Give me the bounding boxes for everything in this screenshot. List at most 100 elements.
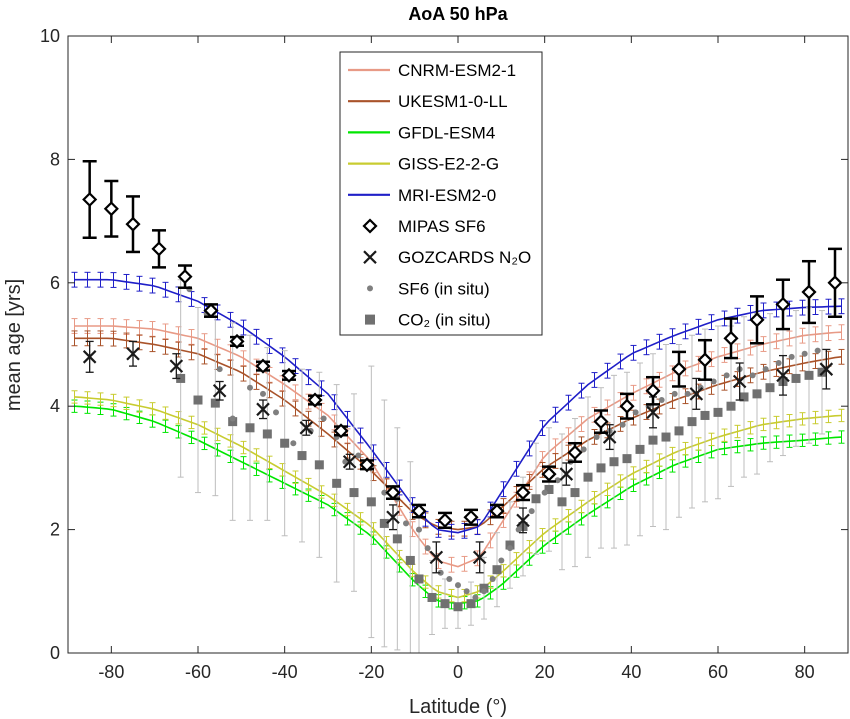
co2-marker bbox=[349, 488, 359, 498]
sf6-insitu-marker bbox=[554, 477, 561, 484]
x-tick-label: -60 bbox=[185, 662, 211, 682]
mipas-marker bbox=[229, 333, 245, 349]
x-tick-label: 80 bbox=[795, 662, 815, 682]
co2-marker bbox=[791, 373, 801, 383]
x-tick-label: -80 bbox=[98, 662, 124, 682]
sf6-insitu-marker bbox=[446, 575, 453, 582]
sf6-insitu-marker bbox=[507, 545, 513, 552]
n2o-marker bbox=[472, 550, 487, 565]
n2o-marker bbox=[386, 510, 400, 525]
co2-marker bbox=[466, 599, 476, 609]
co2-marker bbox=[661, 432, 671, 442]
series-gozcards-n2o bbox=[82, 340, 834, 574]
x-tick-label: 60 bbox=[708, 662, 728, 682]
legend-entry-co-in-situ: CO₂ (in situ) bbox=[365, 311, 491, 330]
legend-label: MIPAS SF6 bbox=[398, 217, 486, 236]
mipas-marker bbox=[125, 216, 141, 232]
sf6-insitu-marker bbox=[541, 489, 548, 496]
mipas-marker bbox=[255, 358, 271, 374]
legend-label: UKESM1-0-LL bbox=[398, 92, 508, 111]
co2-marker bbox=[544, 484, 554, 494]
y-axis-label: mean age [yrs] bbox=[3, 279, 25, 411]
mipas-marker bbox=[307, 392, 323, 408]
sf6-insitu-marker bbox=[788, 353, 795, 360]
series-mri-esm2-0 bbox=[71, 271, 845, 540]
co2-marker bbox=[648, 435, 658, 445]
co2-marker bbox=[583, 472, 593, 482]
co2-marker bbox=[739, 392, 749, 402]
model-line bbox=[74, 278, 842, 534]
n2o-marker bbox=[819, 362, 834, 376]
co2-marker bbox=[210, 398, 220, 408]
mipas-marker bbox=[541, 466, 557, 482]
co2-marker bbox=[570, 488, 580, 498]
co2-marker bbox=[392, 534, 402, 544]
legend-label: GOZCARDS N₂O bbox=[398, 248, 531, 267]
sf6-insitu-marker bbox=[472, 594, 479, 601]
y-tick-label: 0 bbox=[50, 643, 60, 663]
co2-marker bbox=[228, 417, 238, 427]
n2o-marker bbox=[429, 550, 444, 565]
mipas-marker bbox=[697, 352, 713, 368]
sf6-insitu-marker bbox=[580, 446, 587, 453]
y-tick-label: 10 bbox=[40, 26, 60, 46]
n2o-marker bbox=[732, 374, 747, 389]
y-tick-label: 8 bbox=[50, 149, 60, 169]
y-tick-label: 6 bbox=[50, 273, 60, 293]
co2-marker bbox=[752, 389, 762, 399]
sf6-insitu-marker bbox=[723, 372, 730, 379]
mipas-marker bbox=[723, 330, 739, 346]
co2-marker bbox=[609, 457, 619, 467]
sf6-insitu-marker bbox=[775, 360, 782, 367]
co2-marker bbox=[314, 460, 324, 470]
co2-marker bbox=[245, 423, 255, 433]
mipas-marker bbox=[359, 457, 375, 473]
co2-marker bbox=[674, 426, 684, 436]
n2o-marker bbox=[516, 513, 530, 528]
sf6-insitu-marker bbox=[671, 390, 678, 397]
legend-entry-giss-e2-2-g: GISS-E2-2-G bbox=[348, 155, 499, 174]
n2o-marker bbox=[256, 402, 270, 417]
mipas-marker bbox=[333, 423, 349, 439]
n2o-marker bbox=[212, 383, 227, 398]
sf6-insitu-marker bbox=[463, 588, 470, 595]
ticks-layer: -80 -60 -40 -20 0 20 40 60 80 0 2 4 6 8 10 bbox=[40, 26, 848, 682]
legend-entry-mri-esm2-0: MRI-ESM2-0 bbox=[348, 186, 496, 205]
legend-label: GFDL-ESM4 bbox=[398, 123, 495, 142]
co2-marker bbox=[440, 599, 450, 609]
sf6-insitu-marker bbox=[381, 489, 388, 496]
sf6-insitu-marker bbox=[593, 434, 600, 441]
mipas-marker bbox=[281, 367, 297, 383]
mipas-marker bbox=[463, 509, 479, 525]
co2-marker bbox=[479, 583, 489, 593]
y-tick-label: 4 bbox=[50, 396, 60, 416]
legend-entry-cnrm-esm2-1: CNRM-ESM2-1 bbox=[348, 61, 516, 80]
sf6-insitu-marker bbox=[528, 508, 535, 515]
sf6-insitu-marker bbox=[619, 421, 626, 428]
mipas-marker bbox=[827, 275, 843, 291]
mipas-marker bbox=[567, 444, 583, 461]
mipas-marker bbox=[775, 296, 791, 312]
sf6-insitu-marker bbox=[749, 372, 756, 379]
co2-marker bbox=[366, 497, 376, 507]
mipas-marker bbox=[385, 485, 401, 501]
co2-marker bbox=[405, 555, 415, 565]
x-axis-label: Latitude (°) bbox=[409, 696, 507, 718]
sf6-insitu-marker bbox=[416, 526, 422, 533]
co2-marker bbox=[596, 463, 606, 473]
sf6-insitu-marker bbox=[290, 440, 297, 447]
legend-label: GISS-E2-2-G bbox=[398, 155, 499, 174]
mipas-marker bbox=[177, 269, 193, 285]
co2-marker bbox=[414, 574, 424, 584]
series-mipas-sf6 bbox=[82, 160, 843, 529]
legend-entry-gozcards-n-o: GOZCARDS N₂O bbox=[363, 248, 531, 267]
sf6-insitu-marker bbox=[455, 582, 461, 589]
co2-marker bbox=[280, 438, 290, 448]
legend-entry-gfdl-esm4: GFDL-ESM4 bbox=[348, 123, 495, 142]
n2o-marker bbox=[169, 359, 184, 373]
sf6-insitu-marker bbox=[355, 452, 362, 459]
co2-marker bbox=[622, 454, 632, 464]
n2o-marker bbox=[559, 467, 574, 481]
legend-entry-mipas-sf6: MIPAS SF6 bbox=[362, 217, 486, 236]
